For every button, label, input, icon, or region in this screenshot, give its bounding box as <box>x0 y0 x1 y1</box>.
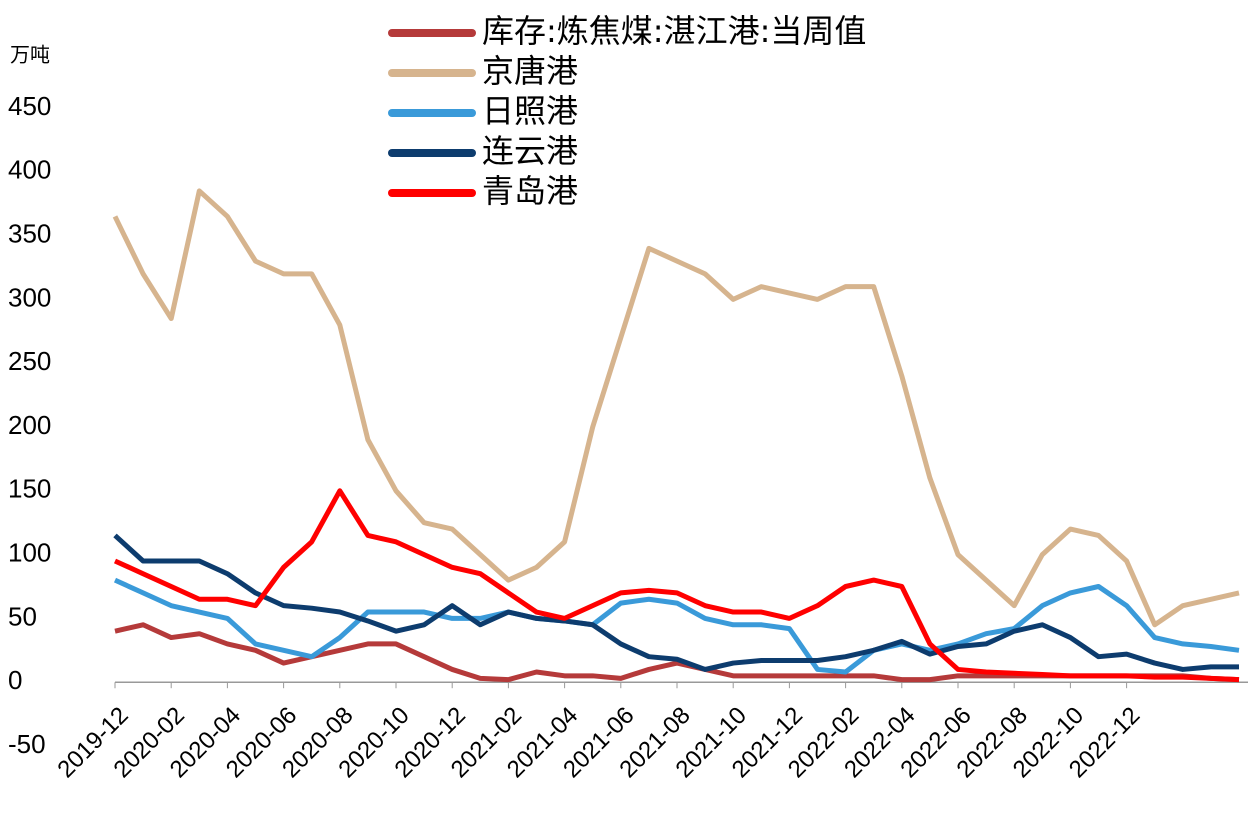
y-tick-label: 150 <box>8 474 51 504</box>
legend-label: 青岛港 <box>482 172 578 210</box>
series-line <box>113 577 1240 675</box>
y-tick-label: 0 <box>8 665 22 695</box>
y-tick-label: 300 <box>8 282 51 312</box>
y-tick-label: -50 <box>8 729 46 759</box>
series-line <box>112 188 1240 628</box>
legend-label: 日照港 <box>482 92 578 130</box>
y-tick-label: 200 <box>8 410 51 440</box>
legend-label: 库存:炼焦煤:湛江港:当周值 <box>482 12 866 50</box>
y-unit: 万吨 <box>10 43 50 67</box>
y-tick-label: 450 <box>8 91 51 121</box>
legend-label: 连云港 <box>482 132 578 170</box>
series-line <box>113 533 1239 672</box>
y-tick-label: 250 <box>8 346 51 376</box>
y-tick-label: 50 <box>8 601 37 631</box>
y-tick-label: 400 <box>8 155 51 185</box>
legend-label: 京唐港 <box>482 52 578 90</box>
series-line <box>113 488 1240 683</box>
y-tick-label: 350 <box>8 218 51 248</box>
y-tick-label: 100 <box>8 537 51 567</box>
